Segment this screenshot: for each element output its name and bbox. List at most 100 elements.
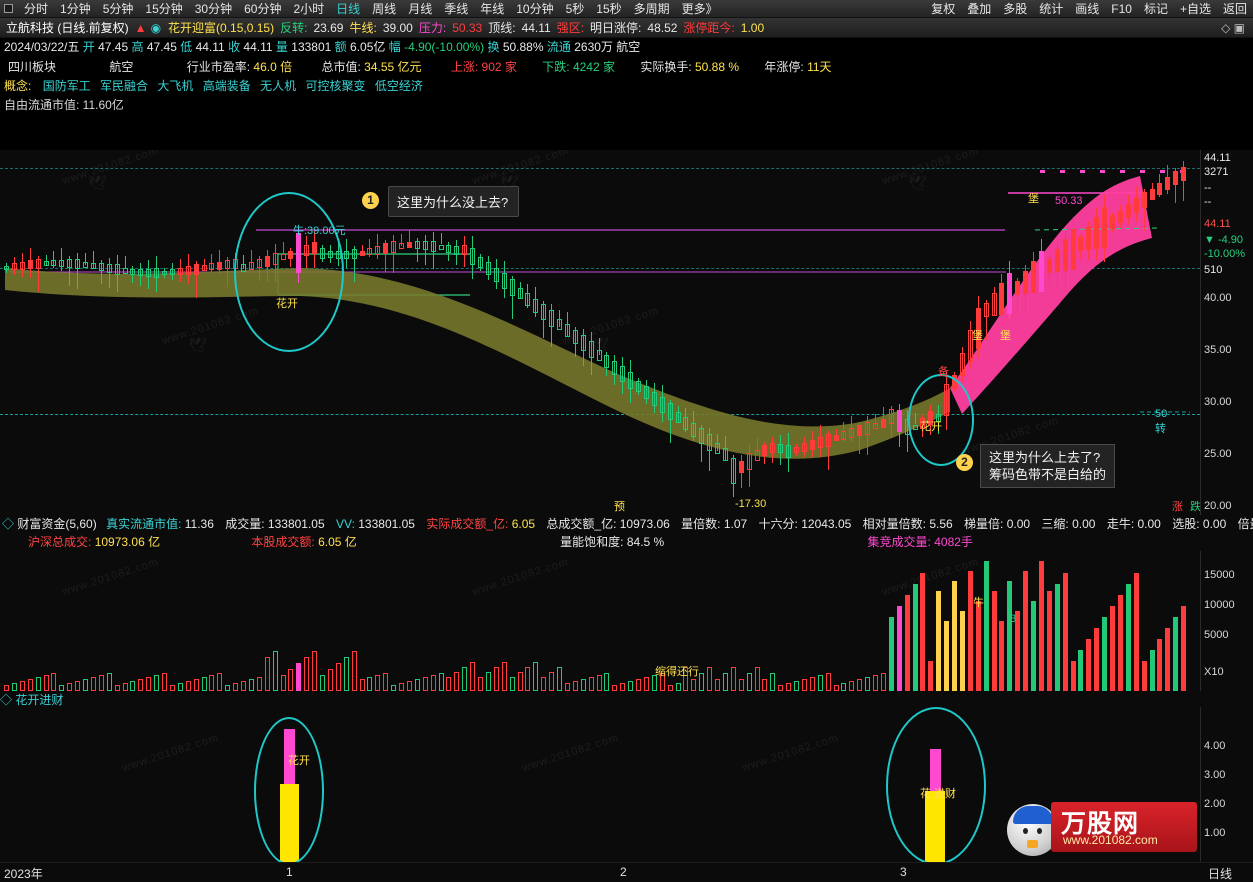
candle [525, 150, 531, 515]
candle [557, 150, 563, 515]
free-float-row: 自由流通市值: 11.60亿 [4, 98, 124, 112]
candle [549, 150, 555, 515]
field-6-label: 涨停距今: [683, 21, 735, 35]
toolbar-right-0[interactable]: 复权 [931, 1, 956, 16]
volume-bar [620, 683, 626, 691]
candle [991, 150, 998, 515]
period-item-2[interactable]: 5分钟 [102, 1, 134, 16]
volume-label-2: 3 [1010, 613, 1017, 625]
volume-chart[interactable]: www.201082.com www.201082.com www.201082… [0, 551, 1200, 691]
window-controls-icon[interactable]: ◇ ▣ [1221, 21, 1245, 35]
period-item-15[interactable]: 多周期 [633, 1, 670, 16]
period-item-16[interactable]: 更多》 [681, 1, 718, 16]
chart-label-8: -17.30 [735, 498, 767, 510]
period-item-9[interactable]: 月线 [408, 1, 433, 16]
period-item-8[interactable]: 周线 [372, 1, 397, 16]
candle-body [683, 417, 689, 430]
toolbar-right-6[interactable]: 标记 [1143, 1, 1168, 16]
period-toolbar[interactable]: 分时 1分钟 5分钟 15分钟 30分钟 60分钟 2小时 日线 周线 月线 季… [0, 0, 1253, 18]
candle-wick [1143, 188, 1145, 232]
sub2-title[interactable]: 花开进财 [15, 693, 64, 707]
toolbar-right-7[interactable]: +自选 [1179, 1, 1211, 16]
toolbar-right-4[interactable]: 画线 [1075, 1, 1100, 16]
volume-bar [786, 683, 792, 691]
candle-body [857, 425, 863, 437]
candle-wick [748, 444, 750, 487]
toolbar-right-8[interactable]: 返回 [1222, 1, 1247, 16]
volume-bar [952, 581, 957, 691]
candle-wick [61, 247, 63, 271]
stock-name[interactable]: 立航科技 (日线.前复权) [6, 21, 129, 35]
huakai-jincai-chart[interactable]: www.201082.com www.201082.com www.201082… [0, 707, 1200, 862]
field-4-label: 强区: [556, 21, 585, 35]
period-item-13[interactable]: 5秒 [565, 1, 585, 16]
industry-label[interactable]: 航空 [109, 60, 134, 74]
volume-bar [1102, 617, 1108, 691]
concept-tag-4[interactable]: 无人机 [260, 79, 297, 93]
main-candlestick-chart[interactable]: www.201082.com www.201082.com www.201082… [0, 150, 1200, 515]
candle-body [620, 366, 626, 382]
region-label[interactable]: 四川板块 [8, 60, 57, 74]
period-item-7[interactable]: 日线 [336, 1, 361, 16]
chart-label-2: 堡 [1028, 193, 1039, 205]
candle-wick [693, 410, 695, 441]
volume-bar [138, 679, 144, 691]
period-item-1[interactable]: 1分钟 [60, 1, 91, 16]
candle-wick [961, 346, 963, 381]
concept-tag-1[interactable]: 军民融合 [100, 79, 149, 93]
volume-bar [248, 679, 254, 691]
period-item-10[interactable]: 季线 [444, 1, 469, 16]
low-value: 44.11 [195, 40, 225, 54]
concept-tag-5[interactable]: 可控核聚变 [305, 79, 366, 93]
toolbar-right-2[interactable]: 多股 [1003, 1, 1028, 16]
candle-wick [551, 303, 553, 347]
sub1-title[interactable]: 财富资金(5,60) [17, 517, 97, 531]
candle [391, 150, 397, 515]
period-item-6[interactable]: 2小时 [293, 1, 325, 16]
period-item-12[interactable]: 10分钟 [516, 1, 554, 16]
candle [1062, 150, 1069, 515]
candle-body [399, 243, 404, 249]
sub1-g2-label: 量能饱和度: [560, 535, 624, 549]
concept-tag-0[interactable]: 国防军工 [42, 79, 91, 93]
volume-bar [280, 675, 286, 691]
period-item-4[interactable]: 30分钟 [194, 1, 233, 16]
candle-wick [464, 236, 466, 267]
period-item-5[interactable]: 60分钟 [244, 1, 282, 16]
menu-square-icon[interactable] [4, 4, 13, 13]
change-label: 幅 [388, 40, 401, 54]
sub1-f4-value: 10973.06 [619, 517, 670, 531]
candle [786, 150, 792, 515]
volume-bar [738, 679, 744, 691]
toolbar-right-3[interactable]: 统计 [1039, 1, 1064, 16]
volume-bar [967, 571, 973, 691]
toolbar-right-1[interactable]: 叠加 [967, 1, 992, 16]
candle [1149, 150, 1156, 515]
concept-tag-6[interactable]: 低空经济 [374, 79, 423, 93]
volume-bar [833, 685, 839, 691]
volume-bar [1078, 650, 1084, 691]
volume-bar [217, 673, 223, 691]
period-item-0[interactable]: 分时 [24, 1, 49, 16]
period-item-14[interactable]: 15秒 [596, 1, 622, 16]
toolbar-right-5[interactable]: F10 [1111, 1, 1132, 16]
candle [430, 150, 437, 515]
candle [209, 150, 215, 515]
candle [801, 150, 808, 515]
candle [1102, 150, 1108, 515]
chart-label-3: 花开 [276, 298, 298, 310]
chart-label-6: 堡 [1000, 330, 1011, 342]
volume-bar [264, 657, 270, 691]
concept-tag-3[interactable]: 高端装备 [202, 79, 251, 93]
field-6-value: 1.00 [740, 20, 765, 35]
candle-body [1173, 170, 1179, 186]
volume-bar [675, 683, 681, 691]
candle-body [130, 268, 136, 276]
indicator-name[interactable]: 花开迎富(0.15,0.15) [168, 21, 275, 35]
period-item-3[interactable]: 15分钟 [145, 1, 183, 16]
volume-bar [470, 662, 476, 691]
period-item-11[interactable]: 年线 [480, 1, 505, 16]
concept-tag-2[interactable]: 大飞机 [157, 79, 194, 93]
candle-body [778, 444, 784, 453]
axis-tick-3: 3 [900, 865, 907, 879]
